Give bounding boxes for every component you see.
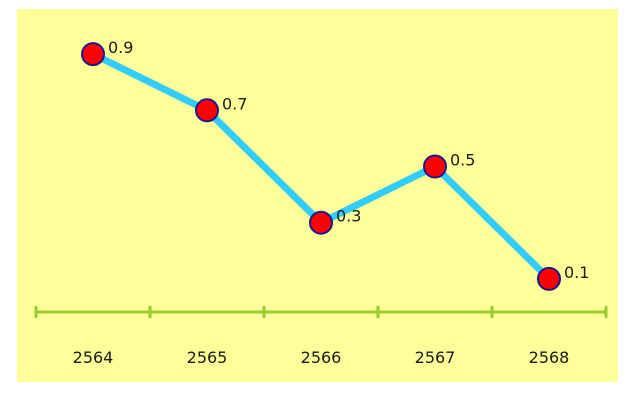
x-tick-label: 2565 — [187, 348, 228, 367]
x-tick-label: 2564 — [73, 348, 114, 367]
line-chart: 2564 2565 2566 2567 2568 0.9 0.7 0.3 0.5 0.1 — [17, 9, 618, 382]
plot-background — [17, 9, 618, 382]
x-tick-label: 2568 — [529, 348, 570, 367]
x-tick-label: 2567 — [415, 348, 456, 367]
data-label: 0.1 — [564, 263, 589, 282]
data-point-marker — [81, 42, 105, 67]
data-label: 0.9 — [108, 38, 133, 57]
data-label: 0.5 — [450, 151, 475, 170]
data-point-marker — [309, 210, 333, 235]
data-label: 0.3 — [336, 207, 361, 226]
data-point-marker — [537, 266, 561, 291]
data-point-marker — [423, 154, 447, 179]
chart-area: 2564 2565 2566 2567 2568 0.9 0.7 0.3 0.5 0.1 — [17, 9, 618, 382]
data-point-marker — [195, 98, 219, 123]
data-label: 0.7 — [222, 94, 247, 113]
x-tick-label: 2566 — [301, 348, 342, 367]
